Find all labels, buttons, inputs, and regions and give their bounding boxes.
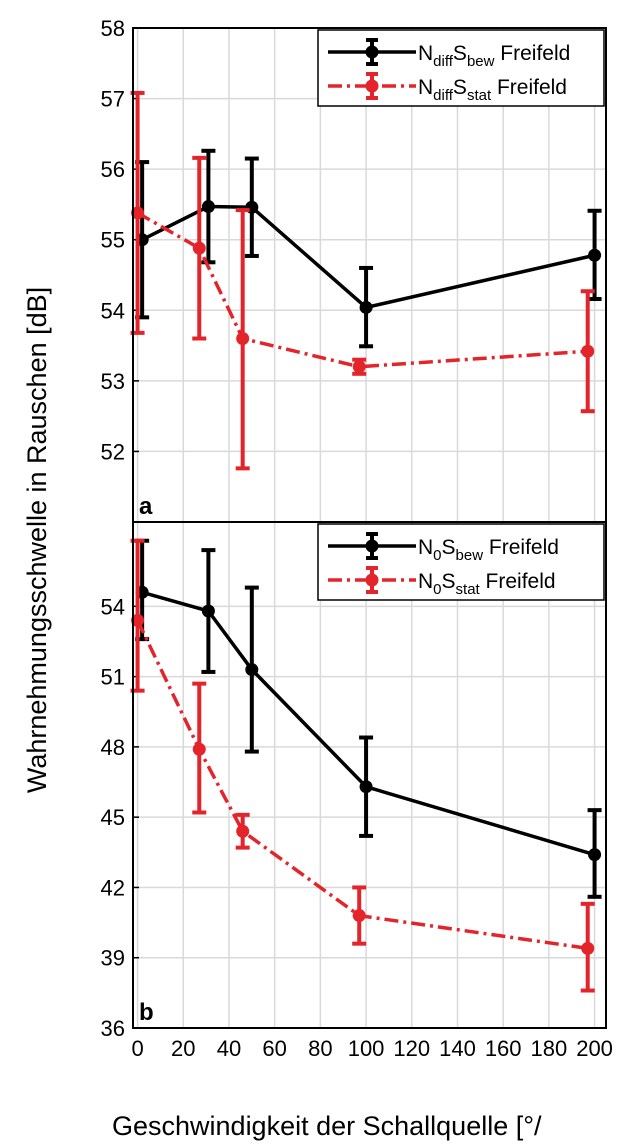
legend-label: N0Sbew Freifeld: [418, 536, 559, 564]
x-axis-label: Geschwindigkeit der Schallquelle [°/: [112, 1111, 542, 1141]
panel-label: a: [139, 493, 153, 520]
data-point: [352, 360, 366, 374]
legend-label-part: S: [453, 76, 467, 99]
y-tick-label: 48: [101, 735, 125, 760]
legend-label-part: diff: [433, 53, 454, 70]
legend-label-part: diff: [433, 87, 454, 104]
data-point: [352, 909, 366, 923]
x-tick-label: 0: [131, 1036, 143, 1061]
series-line: [136, 211, 588, 369]
legend-label-part: bew: [456, 547, 484, 564]
legend-label-part: stat: [456, 581, 481, 598]
y-tick-label: 42: [101, 875, 125, 900]
legend-label-part: stat: [467, 87, 492, 104]
data-point: [359, 300, 373, 314]
legend-label-part: S: [442, 536, 456, 559]
y-tick-label: 51: [101, 665, 125, 690]
y-tick-label: 55: [101, 228, 125, 253]
data-point: [588, 848, 602, 862]
legend-label-part: Freifeld: [480, 570, 556, 593]
x-tick-label: 80: [308, 1036, 332, 1061]
legend-label-part: N: [418, 76, 433, 99]
legend-label-part: N: [418, 536, 433, 559]
y-tick-label: 45: [101, 805, 125, 830]
legend-label-part: N: [418, 570, 433, 593]
x-tick-label: 200: [576, 1036, 613, 1061]
y-tick-label: 58: [101, 16, 125, 41]
legend-marker: [365, 79, 379, 93]
data-point: [245, 663, 259, 677]
y-tick-label: 36: [101, 1016, 125, 1041]
legend-label: NdiffSstat Freifeld: [418, 76, 567, 104]
y-tick-label: 39: [101, 946, 125, 971]
legend-label: N0Sstat Freifeld: [418, 570, 556, 598]
legend-box: [317, 523, 605, 601]
legend-label-part: S: [442, 570, 456, 593]
data-point: [588, 248, 602, 262]
legend-label: NdiffSbew Freifeld: [418, 42, 570, 70]
legend-label-part: 0: [433, 547, 441, 564]
x-tick-label: 160: [485, 1036, 522, 1061]
data-point: [131, 613, 145, 627]
x-tick-label: 180: [531, 1036, 568, 1061]
data-point: [201, 200, 215, 214]
y-tick-label: 56: [101, 157, 125, 182]
y-tick-label: 52: [101, 439, 125, 464]
y-axis-label: Wahrnehmungsschwelle in Rauschen [dB]: [22, 287, 52, 793]
data-point: [192, 241, 206, 255]
plot-frame: [132, 521, 607, 1029]
data-point: [581, 344, 595, 358]
y-tick-label: 54: [101, 298, 125, 323]
data-point: [581, 941, 595, 955]
x-tick-label: 100: [348, 1036, 385, 1061]
y-tick-label: 57: [101, 87, 125, 112]
x-tick-label: 40: [217, 1036, 241, 1061]
x-tick-label: 120: [393, 1036, 430, 1061]
legend-label-part: Freifeld: [494, 42, 570, 65]
data-point: [131, 206, 145, 220]
data-point: [236, 824, 250, 838]
x-tick-labels: 0 20 40 60 80 100 120 140 160 180 200: [131, 1036, 612, 1061]
data-point: [201, 604, 215, 618]
legend-marker: [365, 45, 379, 59]
legend-box: [317, 29, 605, 107]
legend-marker: [365, 573, 379, 587]
legend-label-part: bew: [467, 53, 495, 70]
legend-label-part: Freifeld: [483, 536, 559, 559]
legend-label-part: 0: [433, 581, 441, 598]
x-tick-label: 140: [439, 1036, 476, 1061]
y-tick-label: 53: [101, 369, 125, 394]
data-point: [236, 332, 250, 346]
legend-label-part: S: [453, 42, 467, 65]
x-tick-label: 20: [171, 1036, 195, 1061]
data-point: [192, 742, 206, 756]
y-tick-label: 54: [101, 594, 125, 619]
legend-label-part: Freifeld: [491, 76, 567, 99]
x-tick-label: 60: [262, 1036, 286, 1061]
data-point: [359, 780, 373, 794]
legend-label-part: N: [418, 42, 433, 65]
legend-marker: [365, 539, 379, 553]
panel-label: b: [139, 999, 154, 1026]
